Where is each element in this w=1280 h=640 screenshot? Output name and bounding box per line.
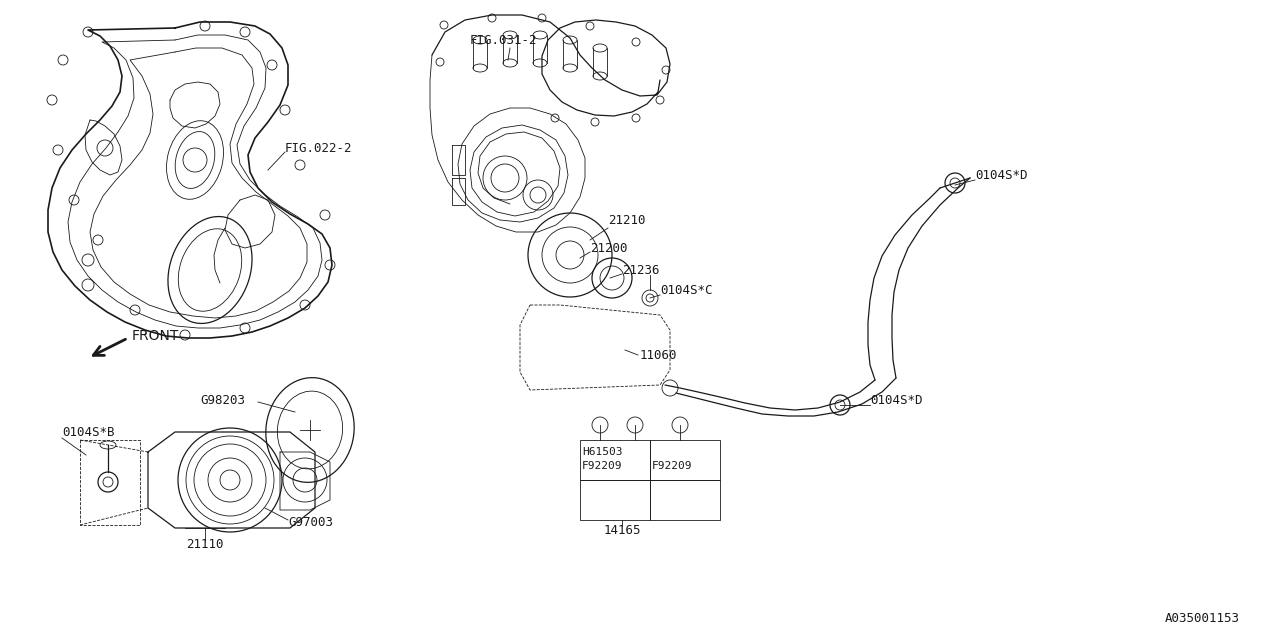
Text: 21236: 21236 (622, 264, 659, 276)
Text: 0104S*D: 0104S*D (870, 394, 923, 406)
Text: 0104S*B: 0104S*B (61, 426, 114, 438)
Text: 21210: 21210 (608, 214, 645, 227)
Text: FIG.022-2: FIG.022-2 (285, 141, 352, 154)
Text: A035001153: A035001153 (1165, 612, 1240, 625)
Text: 21200: 21200 (590, 241, 627, 255)
Text: H61503: H61503 (582, 447, 622, 457)
Text: F92209: F92209 (582, 461, 622, 471)
Text: FRONT: FRONT (132, 329, 179, 343)
Text: G97003: G97003 (288, 515, 333, 529)
Text: 14165: 14165 (603, 524, 641, 536)
Text: FIG.031-2: FIG.031-2 (470, 33, 538, 47)
Text: 0104S*C: 0104S*C (660, 284, 713, 296)
Text: 21110: 21110 (187, 538, 224, 552)
Text: 11060: 11060 (640, 349, 677, 362)
Text: F92209: F92209 (652, 461, 692, 471)
Text: 0104S*D: 0104S*D (975, 168, 1028, 182)
Text: G98203: G98203 (200, 394, 244, 406)
